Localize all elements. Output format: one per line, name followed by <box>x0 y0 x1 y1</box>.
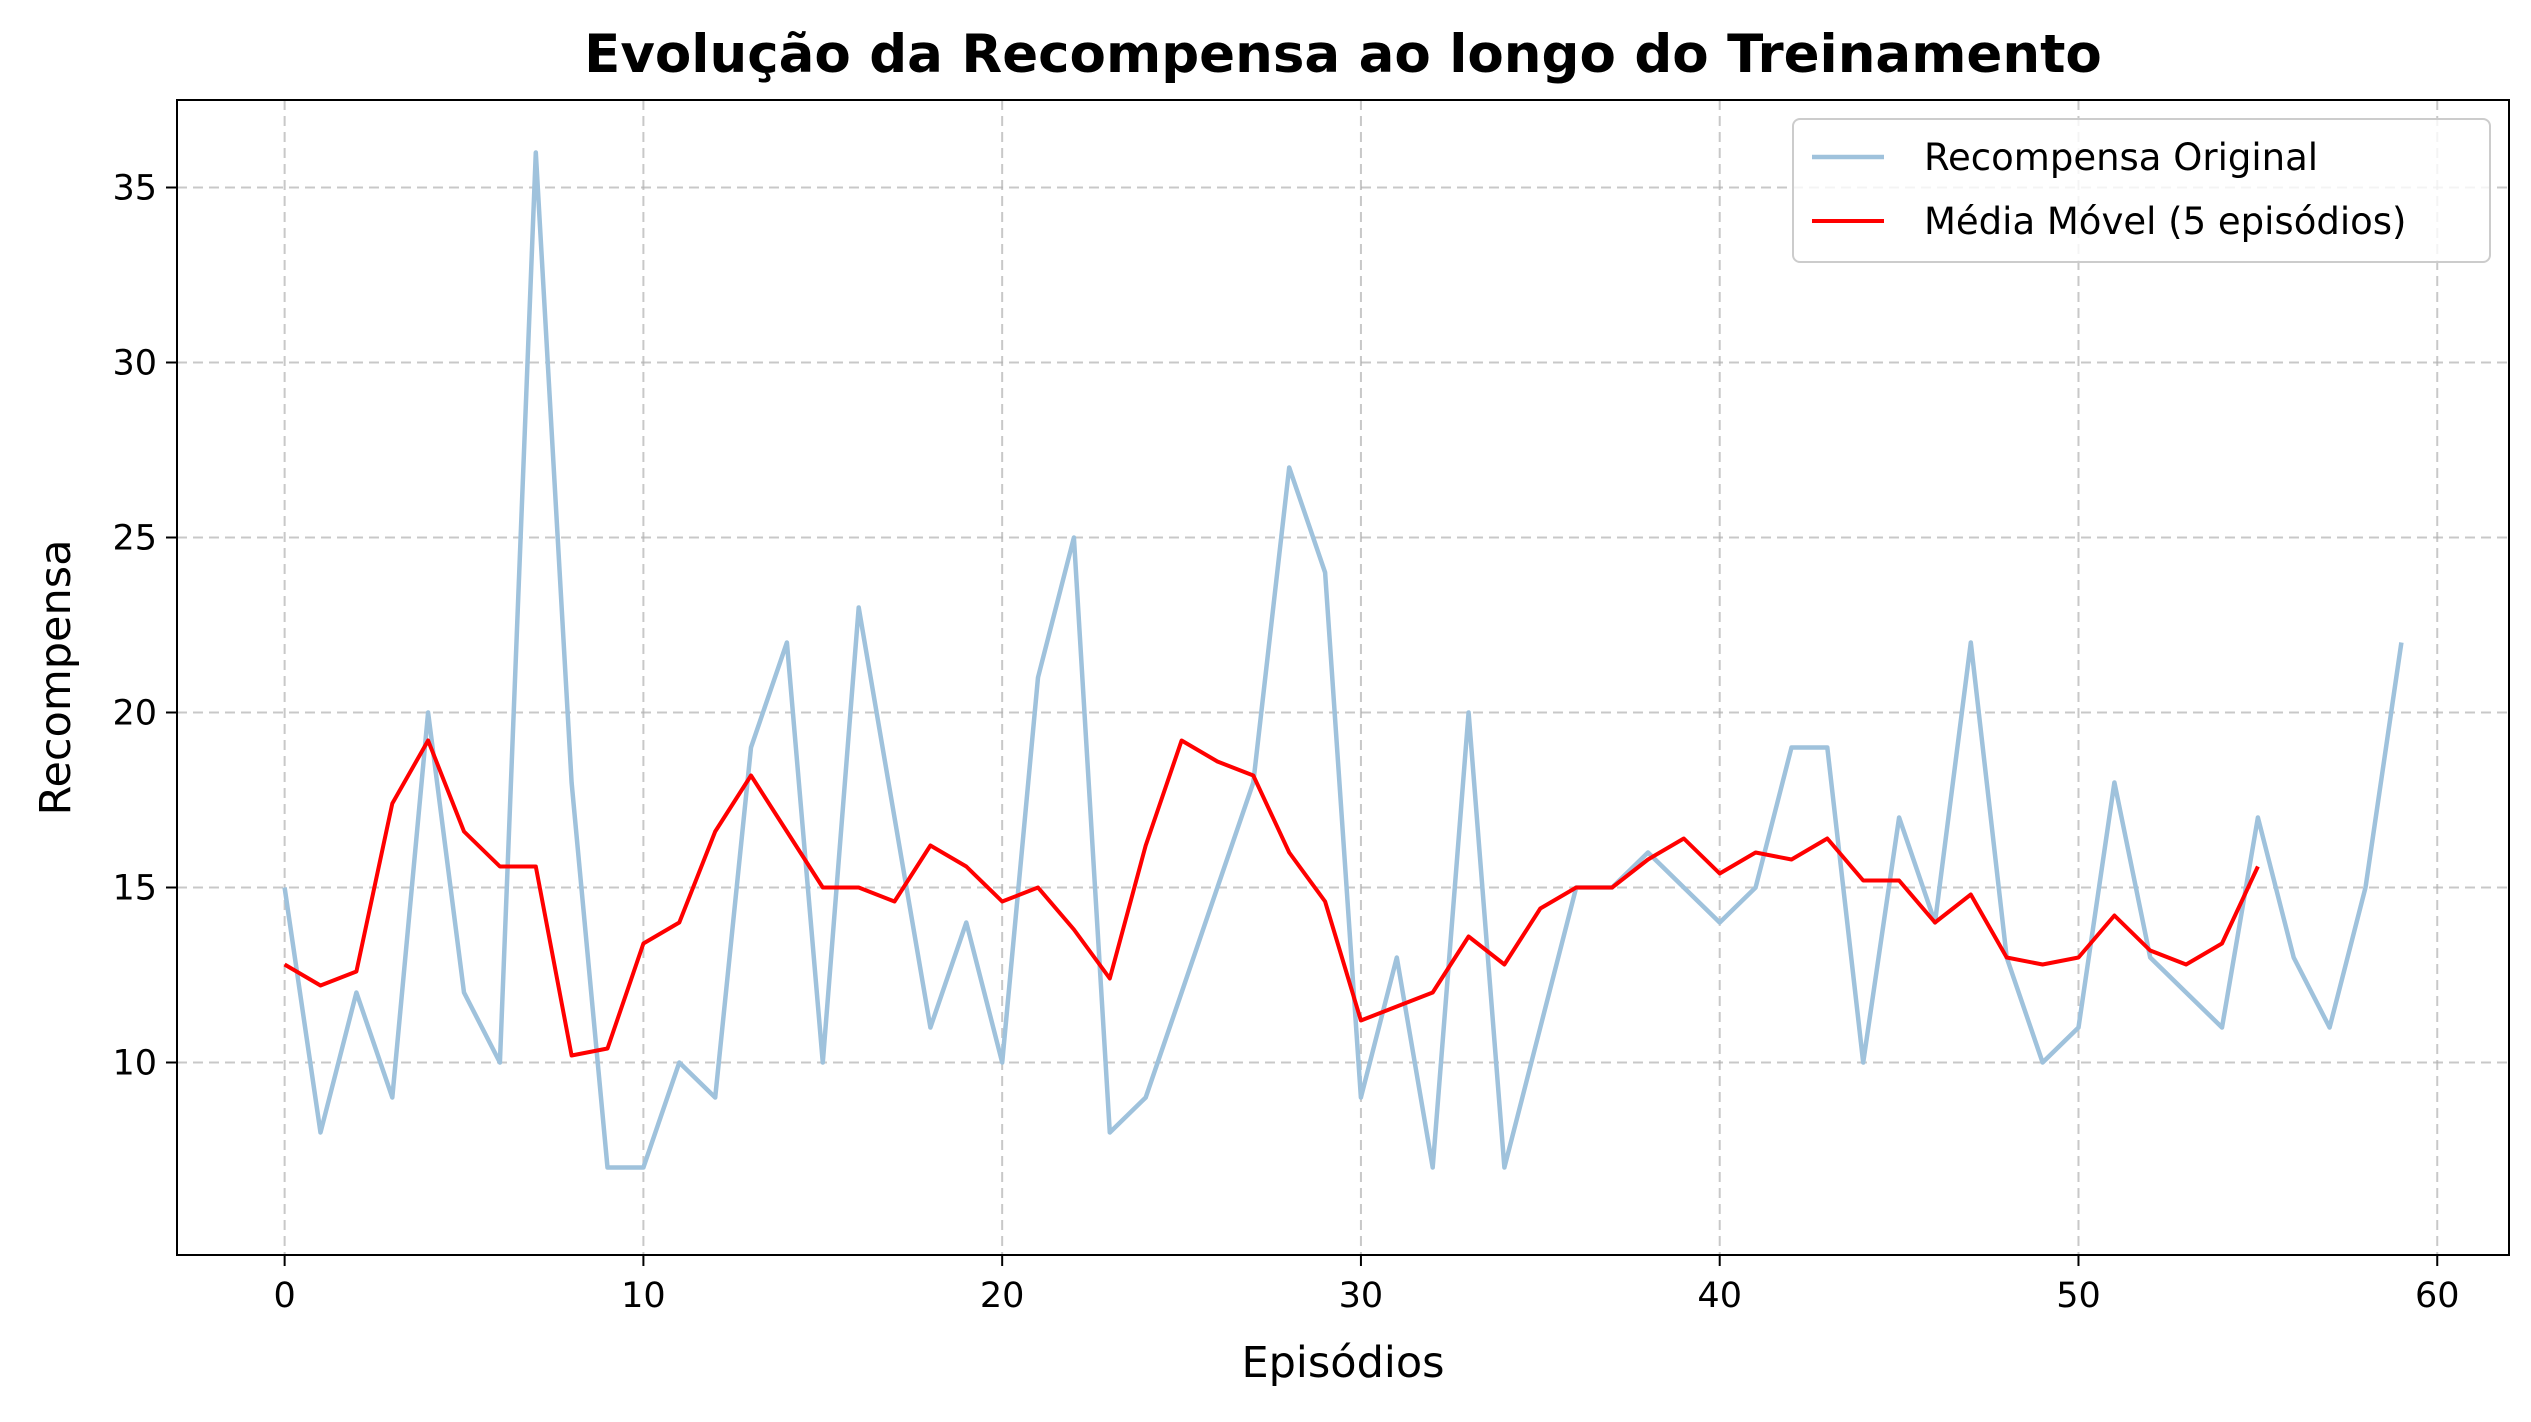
y-tick-label: 10 <box>112 1044 157 1084</box>
series-line-moving-average <box>283 738 2260 1058</box>
legend-box <box>1792 118 2491 263</box>
legend-label: Recompensa Original <box>1924 136 2318 179</box>
chart-title: Evolução da Recompensa ao longo do Trein… <box>584 24 2102 85</box>
x-tick-label: 40 <box>1697 1276 1742 1316</box>
legend-label: Média Móvel (5 episódios) <box>1924 200 2406 243</box>
x-tick-label: 20 <box>980 1276 1025 1316</box>
y-tick-label: 25 <box>112 519 157 559</box>
series-layer <box>282 150 2404 1170</box>
x-tick-label: 50 <box>2056 1276 2101 1316</box>
y-tick-label: 20 <box>112 694 157 734</box>
series-line-original <box>282 150 2404 1170</box>
legend: Recompensa Original Média Móvel (5 episód… <box>1792 118 2491 263</box>
plot-frame <box>176 99 2510 1256</box>
y-tick-label: 30 <box>112 344 157 384</box>
y-axis-label: Recompensa <box>31 540 81 816</box>
ticks: 0 10 20 30 40 50 60 10 15 20 25 30 35 <box>112 169 2459 1317</box>
y-tick-label: 35 <box>112 169 157 209</box>
x-tick-label: 30 <box>1339 1276 1384 1316</box>
x-tick-label: 60 <box>2415 1276 2460 1316</box>
y-tick-label: 15 <box>112 869 157 909</box>
x-tick-label: 0 <box>273 1276 295 1316</box>
x-tick-label: 10 <box>621 1276 666 1316</box>
x-axis-label: Episódios <box>1241 1338 1444 1388</box>
